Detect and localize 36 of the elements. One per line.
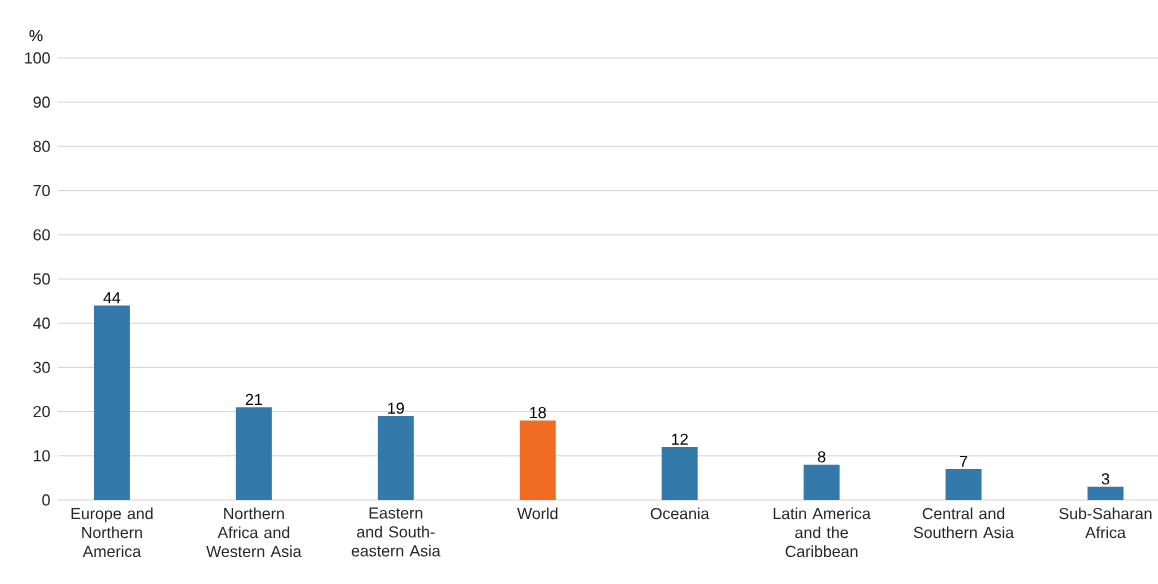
bar (519, 420, 556, 500)
y-tick-label: 80 (33, 140, 50, 153)
bar (377, 416, 414, 500)
bar (661, 446, 698, 500)
y-tick-label: 0 (42, 494, 50, 506)
y-tick-label: 100 (25, 52, 50, 64)
x-tick-label: Europe and Northern America (71, 507, 153, 558)
x-tick-label: Central and Southern Asia (913, 507, 1015, 539)
y-tick-label: 30 (33, 361, 50, 374)
y-tick-label: 90 (33, 96, 50, 108)
bar (1087, 486, 1124, 500)
y-tick-label: 20 (33, 405, 50, 418)
bar (945, 469, 982, 500)
x-tick-label: Latin America and the Caribbean (773, 507, 871, 558)
y-tick-label: 70 (33, 184, 50, 197)
data-label: 21 (245, 393, 262, 405)
y-tick-label: 50 (33, 273, 50, 285)
bar (235, 407, 272, 500)
y-axis-title: % (29, 30, 43, 42)
data-label: 12 (672, 433, 688, 445)
data-label: 44 (103, 292, 121, 304)
data-label: 7 (959, 455, 968, 467)
bar (93, 305, 130, 500)
y-tick-label: 10 (33, 450, 50, 462)
y-tick-label: 40 (33, 317, 50, 329)
data-label: 19 (388, 402, 404, 414)
data-label: 8 (817, 451, 826, 463)
x-tick-label: Sub-Saharan Africa (1059, 507, 1152, 539)
y-tick-label: 60 (33, 229, 50, 241)
data-label: 3 (1101, 473, 1110, 485)
bar (803, 464, 840, 500)
x-tick-label: Oceania (650, 507, 710, 520)
x-tick-label: Northern Africa and Western Asia (206, 507, 302, 558)
x-tick-label: World (517, 507, 558, 520)
x-tick-label: Eastern and South-eastern Asia (351, 507, 441, 557)
data-label: 18 (530, 406, 546, 419)
